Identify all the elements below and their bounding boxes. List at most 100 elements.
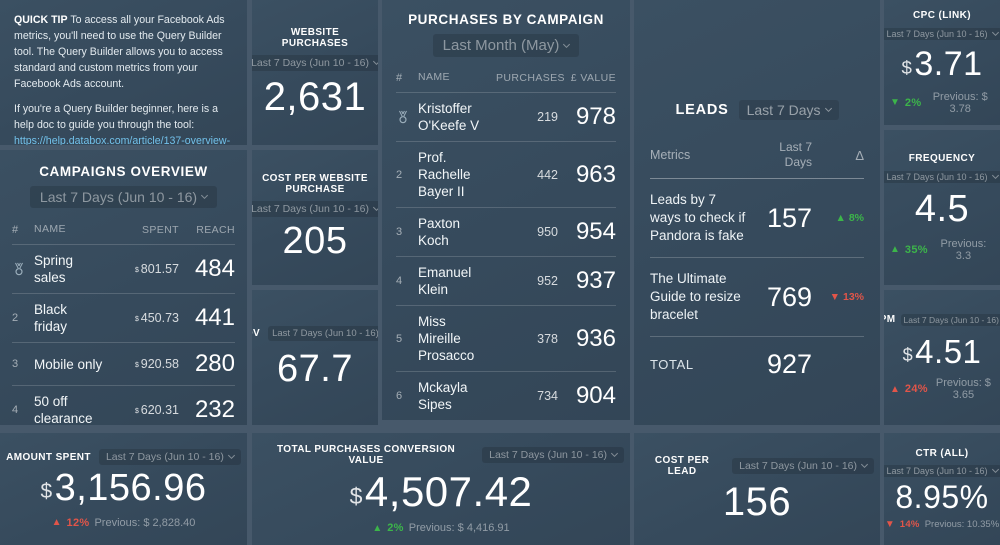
leads-date-range-dropdown[interactable]: Last 7 Days	[738, 100, 839, 120]
cpm-card: CPM Last 7 Days (Jun 10 - 16) $4.51 ▲ 24…	[884, 290, 1000, 425]
date-range-dropdown[interactable]: Last 7 Days (Jun 10 - 16)	[884, 171, 1000, 184]
date-range-dropdown[interactable]: Last 7 Days (Jun 10 - 16)	[732, 458, 874, 474]
kpi-number: 4,507.42	[364, 467, 533, 515]
purchases-count: 734	[537, 389, 558, 403]
first-place-medal-icon	[396, 110, 418, 125]
purchases-date-range-dropdown[interactable]: Last Month (May)	[432, 34, 580, 57]
table-row: 5 Miss Mireille Prosacco 378 936	[396, 306, 616, 372]
help-doc-link[interactable]: https://help.databox.com/article/137-ove…	[14, 135, 231, 145]
leads-date-range-label: Last 7 Days	[746, 102, 821, 118]
chevron-down-icon	[824, 104, 832, 113]
header-metrics: Metrics	[650, 148, 691, 162]
rank: 6	[396, 390, 403, 402]
chevron-down-icon	[610, 449, 619, 457]
kpi-delta: ▲ 2% Previous: $ 4,416.91	[372, 522, 509, 534]
date-range-dropdown[interactable]: Last 7 Days (Jun 10 - 16)	[884, 465, 1000, 478]
delta-percent: 24%	[904, 383, 928, 396]
campaign-name: Mckayla Sipes	[418, 380, 468, 412]
campaigns-date-range-dropdown[interactable]: Last 7 Days (Jun 10 - 16)	[29, 186, 218, 208]
purchases-count: 950	[537, 225, 558, 239]
quick-tip-card: QUICK TIP To access all your Facebook Ad…	[0, 0, 247, 145]
purchase-value: 978	[575, 103, 616, 130]
date-range-dropdown[interactable]: Last 7 Days (Jun 10 - 16)	[98, 449, 241, 466]
date-range-label: Last 7 Days (Jun 10 - 16)	[252, 203, 369, 216]
kpi-title: WEBSITE PURCHASES	[281, 27, 349, 49]
chevron-down-icon	[201, 191, 209, 200]
total-purchases-conversion-value-card: TOTAL PURCHASES CONVERSION VALUE Last 7 …	[252, 433, 630, 545]
date-range-dropdown[interactable]: Last 7 Days (Jun 10 - 16)	[482, 446, 624, 463]
rank: 4	[12, 404, 19, 416]
frequency-card: FREQUENCY Last 7 Days (Jun 10 - 16) 4.5 …	[884, 130, 1000, 285]
delta-percent: 2%	[904, 96, 922, 109]
purchases-count: 378	[537, 331, 558, 346]
kpi-title: CTR (ALL)	[915, 448, 969, 460]
purchases-count: 219	[537, 110, 558, 124]
date-range-label: Last 7 Days (Jun 10 - 16)	[252, 57, 369, 69]
cpc-link-card: CPC (LINK) Last 7 Days (Jun 10 - 16) $3.…	[884, 0, 1000, 125]
header-purchases: PURCHASES	[496, 71, 565, 84]
delta-percent: 14%	[899, 518, 920, 530]
spent-value: 620.31	[140, 403, 179, 417]
header-rank: #	[396, 71, 403, 84]
lead-metric: The Ultimate Guide to resize bracelet	[650, 271, 741, 322]
chevron-down-icon	[991, 29, 999, 37]
campaigns-range-wrap: Last 7 Days (Jun 10 - 16)	[12, 186, 235, 208]
purchase-value: 936	[575, 324, 616, 352]
lead-value: 157	[766, 202, 812, 233]
kpi-value: 8.95%	[895, 479, 989, 516]
kpi-delta: ▼ 2% Previous: $ 3.78	[890, 91, 994, 115]
delta-arrow-icon: ▲	[890, 383, 900, 395]
tip-text-1: To access all your Facebook Ads metrics,…	[14, 14, 225, 90]
delta-percent: 12%	[66, 516, 90, 529]
rank: 3	[396, 226, 403, 238]
kpi-title: AOV	[252, 327, 261, 339]
delta-percent: 8%	[848, 212, 864, 224]
kpi-title: FREQUENCY	[908, 153, 976, 165]
currency-symbol: $	[134, 408, 139, 416]
delta-arrow-icon: ▲	[51, 517, 62, 529]
purchase-value: 904	[575, 382, 616, 409]
kpi-value: $3.71	[901, 46, 982, 83]
chevron-down-icon	[860, 460, 869, 469]
table-row: 4 50 off clearance $620.31 232	[12, 386, 235, 425]
tip-text-2: If you're a Query Builder beginner, here…	[14, 103, 219, 132]
delta-percent: 13%	[842, 291, 864, 303]
campaign-reach: 441	[194, 304, 235, 331]
leads-card: LEADS Last 7 Days Metrics Last 7 Days Δ …	[634, 0, 880, 425]
date-range-dropdown[interactable]: Last 7 Days (Jun 10 - 16)	[252, 55, 378, 71]
kpi-title: CPC (LINK)	[913, 10, 971, 22]
date-range-dropdown[interactable]: Last 7 Days (Jun 10 - 16)	[900, 313, 1000, 326]
date-range-label: Last 7 Days (Jun 10 - 16)	[489, 448, 607, 461]
delta-arrow-icon: ▼	[890, 97, 900, 109]
spent-value: 801.57	[140, 262, 179, 276]
campaign-spent: $801.57	[107, 262, 179, 276]
kpi-value: 2,631	[263, 75, 367, 119]
amount-spent-card: AMOUNT SPENT Last 7 Days (Jun 10 - 16) $…	[0, 433, 247, 545]
kpi-title: AMOUNT SPENT	[6, 451, 91, 463]
date-range-label: Last 7 Days (Jun 10 - 16)	[903, 314, 999, 325]
chevron-down-icon	[372, 57, 378, 66]
total-value: 927	[766, 349, 812, 379]
delta-arrow-icon: ▲	[890, 244, 900, 256]
kpi-value: 156	[722, 480, 792, 524]
delta-percent: 35%	[904, 243, 928, 256]
currency-symbol: $	[901, 56, 913, 78]
date-range-dropdown[interactable]: Last 7 Days (Jun 10 - 16)	[268, 325, 378, 341]
purchases-count: 442	[537, 167, 558, 182]
chevron-down-icon	[991, 172, 999, 180]
previous-value: Previous: $ 4,416.91	[408, 522, 510, 535]
date-range-dropdown[interactable]: Last 7 Days (Jun 10 - 16)	[884, 28, 1000, 41]
website-purchases-card: WEBSITE PURCHASES Last 7 Days (Jun 10 - …	[252, 0, 378, 145]
tip-paragraph-1: QUICK TIP To access all your Facebook Ad…	[14, 13, 233, 92]
kpi-delta: ▲ 35% Previous: 3.3	[890, 238, 994, 262]
purchases-count: 952	[537, 274, 558, 288]
date-range-dropdown[interactable]: Last 7 Days (Jun 10 - 16)	[252, 201, 378, 218]
date-range-label: Last 7 Days (Jun 10 - 16)	[886, 29, 988, 40]
chevron-down-icon	[227, 452, 235, 460]
delta-arrow-icon: ▼	[829, 291, 841, 303]
kpi-value: 205	[282, 220, 348, 263]
campaigns-table-header: # NAME SPENT REACH	[12, 218, 235, 245]
delta-arrow-icon: ▲	[372, 522, 383, 534]
kpi-value: $4.51	[903, 334, 982, 370]
campaigns-table: # NAME SPENT REACH Spring sales $801.57 …	[12, 218, 235, 425]
